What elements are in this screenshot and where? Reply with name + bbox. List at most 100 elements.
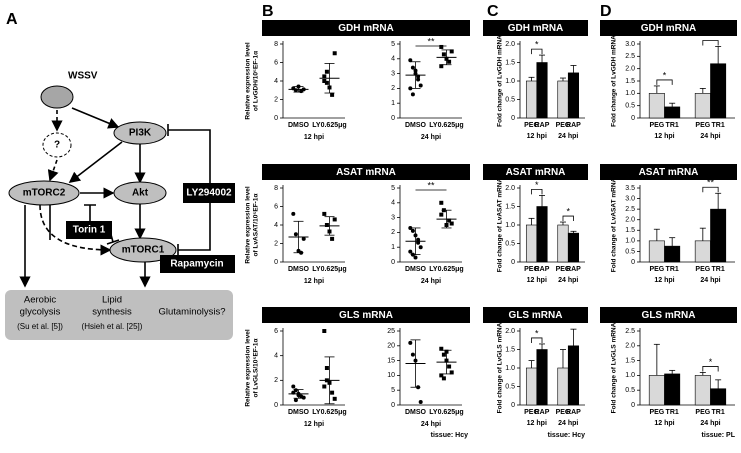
data-point [410,92,415,97]
y-tick-label: 1 [391,100,395,107]
data-point [441,352,446,357]
bar [536,62,548,119]
y-tick-label: 1.0 [625,90,635,97]
y-axis-label: Fold change of LvGLS mRNA [497,322,504,413]
x-axis-label: 12 hpi [304,278,324,285]
y-tick-label: 2.0 [625,343,635,350]
data-point [439,200,444,205]
y-tick-label: 25 [387,328,395,335]
data-point [410,228,415,233]
group-label: 12 hpi [527,133,547,140]
data-point [408,86,413,91]
panel-label: A [6,11,18,28]
x-tick-label: PEG [649,266,664,273]
x-tick-label: LY0.625μg [429,409,463,416]
group-label: 12 hpi [654,133,674,140]
y-tick-label: 2.5 [625,53,635,60]
y-tick-label: 1.0 [505,222,515,229]
significance-bracket [656,79,673,85]
y-tick-label: 4 [391,56,395,63]
x-axis-label: 12 hpi [304,421,324,428]
x-axis-label: 24 hpi [421,134,441,141]
x-tick-label: PEG [695,409,710,416]
significance-label: ** [707,178,715,188]
x-tick-label: LY0.625μg [429,266,463,273]
y-tick-label: 0 [274,402,278,409]
y-tick-label: 5 [391,185,395,192]
y-tick-label: 3 [391,70,395,77]
chart-title: GDH mRNA [338,23,394,34]
y-tick-label: 5 [391,41,395,48]
x-tick-label: LY0.625μg [429,122,463,129]
x-tick-label: RAP [566,409,581,416]
chart-title: GLS mRNA [339,310,393,321]
significance-bracket [702,40,719,46]
data-point [418,400,423,405]
outcome-ref: (Su et al. [5]) [17,322,63,331]
bar [536,206,548,263]
y-tick-label: 0 [274,259,278,266]
data-point [293,398,298,403]
y-tick-label: 2 [391,229,395,236]
significance-bracket [702,366,719,372]
x-tick-label: RAP [535,266,550,273]
y-axis-label: Relative expression level [245,42,252,120]
group-label: 24 hpi [700,133,720,140]
x-tick-label: PEG [524,409,539,416]
data-point [449,49,454,54]
y-tick-label: 0 [391,115,395,122]
significance-label: * [663,70,667,80]
y-tick-label: 1.0 [625,238,635,245]
x-tick-label: TR1 [666,122,679,129]
y-tick-label: 3.5 [625,185,635,192]
group-label: 24 hpi [700,277,720,284]
x-tick-label: LY0.625μg [312,409,346,416]
inhibitor-label: Rapamycin [170,259,223,270]
data-point [441,376,446,381]
data-point [330,390,335,395]
bar [567,345,580,406]
y-tick-label: 2 [274,377,278,384]
y-tick-label: 0 [391,259,395,266]
bar [557,367,569,406]
node-label: Akt [132,188,149,199]
data-point [447,218,452,223]
x-axis-label: 24 hpi [421,421,441,428]
y-tick-label: 1.5 [625,357,635,364]
outcome-text: synthesis [92,307,132,318]
x-tick-label: TR1 [712,122,725,129]
data-point [449,370,454,375]
data-point [330,236,335,241]
y-tick-label: 3.0 [625,195,635,202]
data-point [447,59,452,64]
y-tick-label: 8 [274,41,278,48]
y-tick-label: 4 [274,353,278,360]
chart-title: GDH mRNA [641,23,697,34]
bar [664,245,681,263]
wssv-node [40,85,74,109]
bar [710,388,727,406]
x-tick-label: PEG [695,266,710,273]
outcome-text: Aerobic [24,295,56,306]
data-point [441,52,446,57]
group-label: 24 hpi [558,277,578,284]
data-point [439,373,444,378]
chart-title: GLS mRNA [642,310,696,321]
data-point [413,255,418,260]
outcome-box [5,290,233,340]
x-tick-label: TR1 [712,266,725,273]
x-tick-label: TR1 [666,266,679,273]
y-tick-label: 0.5 [505,383,515,390]
y-tick-label: 0 [631,115,635,122]
bar [710,208,727,263]
bar [648,93,665,119]
y-tick-label: 1 [391,244,395,251]
outcome-ref: (Hsieh et al. [25]) [82,322,143,331]
data-point [324,223,329,227]
bar [694,240,711,263]
y-tick-label: 20 [387,343,395,350]
y-tick-label: 4 [274,78,278,85]
mtorc1-node [109,237,177,263]
data-point [322,384,327,389]
